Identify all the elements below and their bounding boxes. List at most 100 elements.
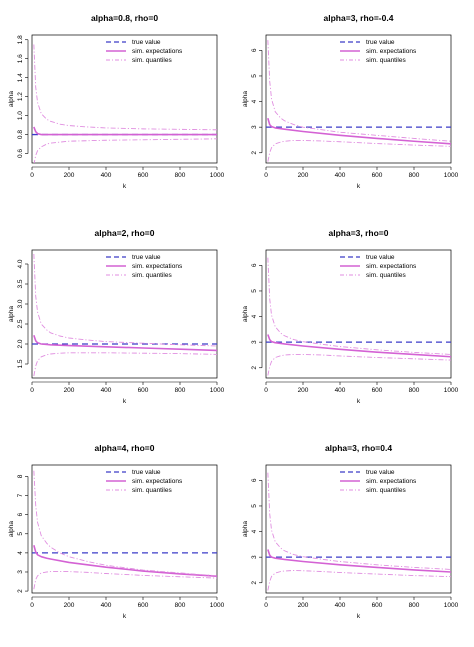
series-lower-quantile-line xyxy=(33,570,217,590)
legend-label: sim. expectations xyxy=(132,478,183,485)
y-tick-label: 0.8 xyxy=(17,130,24,139)
y-tick-label: 1.5 xyxy=(17,359,24,368)
series-sim-expectations-line xyxy=(33,126,217,136)
legend-label: sim. quantiles xyxy=(366,487,406,494)
y-tick-label: 5 xyxy=(251,504,258,508)
y-tick-label: 7 xyxy=(17,493,24,497)
y-tick-label: 6 xyxy=(251,48,258,52)
x-tick-label: 1000 xyxy=(444,602,459,609)
y-tick-label: 4 xyxy=(17,551,24,555)
legend-label: sim. expectations xyxy=(366,478,417,485)
legend-label: sim. quantiles xyxy=(132,272,172,279)
x-tick-label: 200 xyxy=(64,387,75,394)
legend-label: true value xyxy=(366,469,395,476)
x-tick-label: 1000 xyxy=(210,602,225,609)
x-tick-label: 200 xyxy=(298,602,309,609)
x-tick-label: 1000 xyxy=(444,387,459,394)
chart-panel-5: alpha=4, rho=0 0 200 400 600 800 1000 k 2 3 4 5 6 7 8 a… xyxy=(8,443,225,620)
series-group xyxy=(32,44,217,163)
series-sim-quantiles-line xyxy=(33,253,217,347)
x-tick-label: 0 xyxy=(30,387,34,394)
series-lower-quantile-line xyxy=(33,138,217,163)
x-tick-label: 0 xyxy=(264,387,268,394)
legend: true value sim. expectations sim. quantile… xyxy=(106,39,183,64)
legend-label: true value xyxy=(366,254,395,261)
y-tick-label: 5 xyxy=(251,289,258,293)
series-lower-quantile-line xyxy=(267,140,451,162)
plot-frame xyxy=(265,464,452,594)
x-axis-label: k xyxy=(357,613,361,620)
series-lower-quantile-line xyxy=(267,354,451,376)
series-group xyxy=(32,253,217,377)
y-tick-label: 0.6 xyxy=(17,149,24,158)
x-tick-label: 600 xyxy=(138,602,149,609)
x-axis-label: k xyxy=(357,398,361,405)
series-group xyxy=(32,470,217,590)
y-tick-label: 2 xyxy=(17,589,24,593)
y-tick-label: 6 xyxy=(251,478,258,482)
x-tick-label: 600 xyxy=(138,387,149,394)
x-tick-label: 400 xyxy=(335,602,346,609)
series-lower-quantile-line xyxy=(33,352,217,377)
y-tick-label: 2 xyxy=(251,581,258,585)
y-tick-label: 2.0 xyxy=(17,339,24,348)
y-axis-label: alpha xyxy=(8,91,15,107)
chart-panel-3: alpha=2, rho=0 0 200 400 600 800 1000 k 1.5 2.0 2.… xyxy=(8,228,225,405)
series-sim-quantiles-line xyxy=(33,470,217,577)
legend-label: sim. expectations xyxy=(366,263,417,270)
chart-title: alpha=3, rho=0.4 xyxy=(325,443,392,453)
y-tick-label: 3.0 xyxy=(17,299,24,308)
x-tick-label: 800 xyxy=(175,602,186,609)
plot-frame xyxy=(31,249,218,379)
y-axis-label: alpha xyxy=(8,521,15,537)
y-tick-label: 3 xyxy=(251,340,258,344)
y-tick-label: 2 xyxy=(251,151,258,155)
x-tick-label: 200 xyxy=(298,172,309,179)
series-sim-quantiles-line xyxy=(267,472,451,570)
y-tick-label: 5 xyxy=(17,532,24,536)
x-tick-label: 800 xyxy=(175,172,186,179)
y-tick-label: 1.2 xyxy=(17,92,24,101)
x-tick-label: 400 xyxy=(335,387,346,394)
x-axis-label: k xyxy=(123,398,127,405)
chart-panel-1: alpha=0.8, rho=0 0 200 400 600 800 1000 k 0.6 0.8… xyxy=(8,13,225,190)
x-tick-label: 400 xyxy=(101,172,112,179)
x-tick-label: 400 xyxy=(101,602,112,609)
y-tick-label: 2 xyxy=(251,366,258,370)
x-axis-label: k xyxy=(357,183,361,190)
x-tick-label: 800 xyxy=(409,602,420,609)
x-tick-label: 0 xyxy=(30,602,34,609)
legend-label: true value xyxy=(366,39,395,46)
y-tick-label: 5 xyxy=(251,74,258,78)
x-axis-label: k xyxy=(123,183,127,190)
legend: true value sim. expectations sim. quantile… xyxy=(340,39,417,64)
x-tick-label: 200 xyxy=(64,602,75,609)
series-sim-quantiles-line xyxy=(267,40,451,142)
y-axis-label: alpha xyxy=(242,521,249,537)
legend: true value sim. expectations sim. quantile… xyxy=(106,469,183,494)
legend-label: sim. expectations xyxy=(132,263,183,270)
series-group xyxy=(266,472,451,591)
series-sim-expectations-line xyxy=(33,545,217,577)
legend-label: sim. quantiles xyxy=(132,487,172,494)
series-group xyxy=(266,40,451,162)
series-group xyxy=(266,257,451,376)
legend-label: true value xyxy=(132,469,161,476)
series-sim-expectations-line xyxy=(267,549,451,573)
chart-title: alpha=3, rho=-0.4 xyxy=(324,13,394,23)
x-tick-label: 1000 xyxy=(210,172,225,179)
chart-panel-6: alpha=3, rho=0.4 0 200 400 600 800 1000 k 2 3 4 5 6 a… xyxy=(242,443,459,620)
plot-frame xyxy=(265,34,452,164)
x-tick-label: 0 xyxy=(264,172,268,179)
y-tick-label: 1.4 xyxy=(17,73,24,82)
y-tick-label: 3.5 xyxy=(17,279,24,288)
y-axis-label: alpha xyxy=(242,91,249,107)
series-sim-expectations-line xyxy=(267,117,451,145)
legend: true value sim. expectations sim. quantile… xyxy=(106,254,183,279)
x-axis-label: k xyxy=(123,613,127,620)
x-tick-label: 200 xyxy=(298,387,309,394)
series-sim-expectations-line xyxy=(33,334,217,352)
plot-frame xyxy=(31,34,218,164)
legend-label: true value xyxy=(132,39,161,46)
